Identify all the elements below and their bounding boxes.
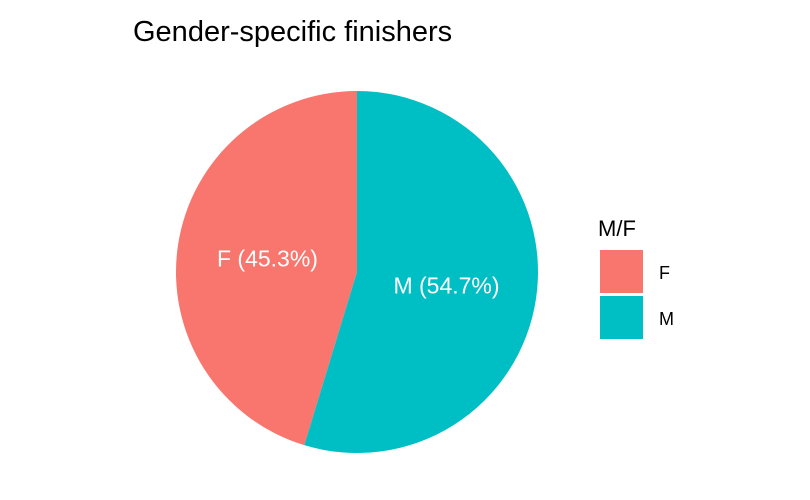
pie-labels: F (45.3%) M (54.7%) — [217, 246, 500, 299]
legend-key-m — [600, 296, 643, 339]
legend-key-f — [600, 250, 643, 293]
legend-label-m: M — [659, 309, 674, 329]
legend-title: M/F — [598, 216, 636, 241]
slice-label-f: F (45.3%) — [217, 246, 318, 272]
slice-label-m: M (54.7%) — [393, 272, 499, 298]
pie-slice-f — [175, 91, 357, 446]
chart-title: Gender-specific finishers — [133, 16, 452, 48]
legend-label-f: F — [659, 263, 670, 283]
pie-slice-m — [304, 91, 538, 454]
legend: M/F F M — [598, 216, 674, 339]
pie-slices — [175, 91, 538, 454]
